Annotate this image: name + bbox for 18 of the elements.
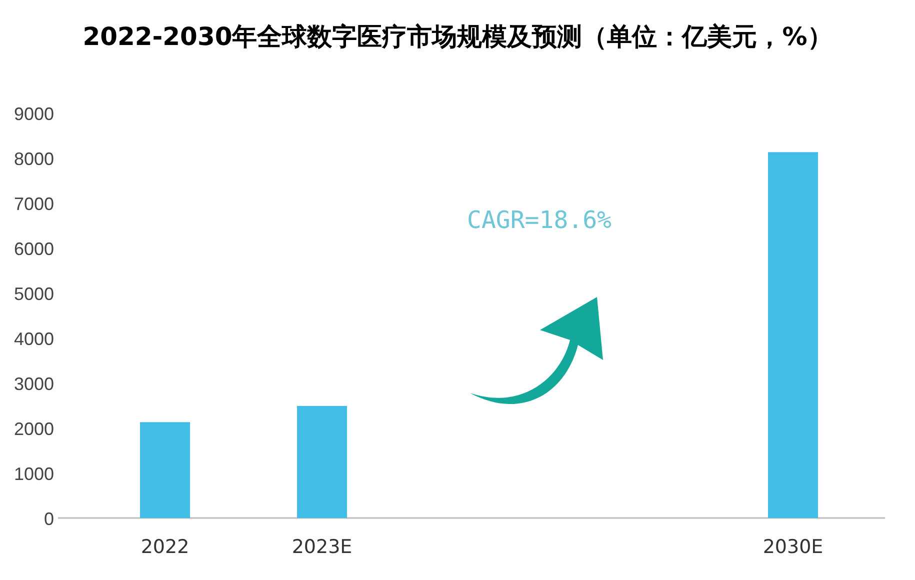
- y-tick-label: 5000: [14, 284, 54, 304]
- y-tick-label: 4000: [14, 329, 54, 349]
- y-tick-label: 2000: [14, 419, 54, 439]
- y-tick-label: 8000: [14, 149, 54, 169]
- y-tick-label: 9000: [14, 104, 54, 124]
- y-tick-label: 7000: [14, 194, 54, 214]
- bar: [768, 152, 818, 518]
- bar: [297, 406, 347, 518]
- y-tick-label: 3000: [14, 374, 54, 394]
- bar: [140, 422, 190, 518]
- x-tick-label: 2023E: [292, 536, 352, 558]
- y-tick-label: 0: [44, 509, 54, 529]
- x-tick-label: 2022: [140, 536, 190, 558]
- y-tick-label: 6000: [14, 239, 54, 259]
- chart-title: 2022-2030年全球数字医疗市场规模及预测（单位：亿美元，%）: [82, 22, 832, 51]
- y-tick-label: 1000: [14, 464, 54, 484]
- x-tick-label: 2030E: [762, 536, 824, 558]
- annotation: CAGR=18.6%: [467, 206, 612, 234]
